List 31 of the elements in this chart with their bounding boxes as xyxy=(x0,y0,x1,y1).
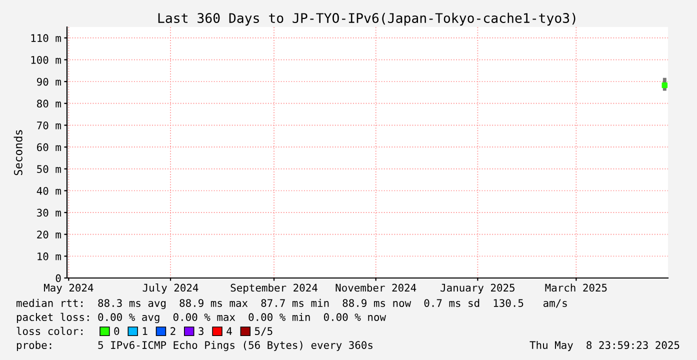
legend-label: 1 xyxy=(142,327,148,335)
y-tick-label: 20 m xyxy=(37,230,61,238)
x-tick-label: January 2025 xyxy=(440,284,514,294)
y-tick-label: 0 xyxy=(56,274,61,282)
text: Thu May 8 23:59:23 2025 xyxy=(530,340,680,352)
text: probe: 5 IPv6-ICMP Echo Pings (56 Bytes) every 360s xyxy=(16,340,372,352)
y-tick-label: 100 m xyxy=(31,56,61,64)
legend-label: 2 xyxy=(170,327,176,335)
y-tick-label: 60 m xyxy=(37,143,61,152)
legend-label: 5/5 xyxy=(255,327,272,336)
x-tick-label: May 2024 xyxy=(44,284,94,294)
x-tick-label: July 2024 xyxy=(142,284,198,294)
y-tick-label: 50 m xyxy=(37,165,61,174)
x-tick-label: March 2025 xyxy=(545,284,607,292)
y-tick-label: 30 m xyxy=(37,208,61,217)
y-tick-label: 40 m xyxy=(36,186,61,195)
y-axis-title: Seconds xyxy=(14,130,22,176)
legend-label: 3 xyxy=(198,327,204,336)
y-tick-label: 110 m xyxy=(31,34,61,42)
y-tick-label: 80 m xyxy=(37,100,61,108)
chart-title: Last 360 Days to JP-TYO-IPv6(Japan-Tokyo-cache1-tyo3) xyxy=(158,12,576,26)
legend-label: 4 xyxy=(226,327,232,335)
y-tick-label: 10 m xyxy=(38,252,61,260)
text: median rtt: 88.3 ms avg 88.9 ms max 87.7 ms min 88.9 ms now 0.7 ms sd 130.5 am/s xyxy=(16,298,567,310)
x-tick-label: November 2024 xyxy=(336,284,416,292)
legend-label: 0 xyxy=(114,327,120,336)
x-tick-label: September 2024 xyxy=(230,284,318,294)
y-tick-label: 70 m xyxy=(37,121,61,130)
y-tick-label: 90 m xyxy=(37,78,61,86)
legend-title: loss color: xyxy=(16,326,82,336)
text: packet loss: 0.00 % avg 0.00 % max 0.00 % min 0.00 % now xyxy=(16,312,386,324)
